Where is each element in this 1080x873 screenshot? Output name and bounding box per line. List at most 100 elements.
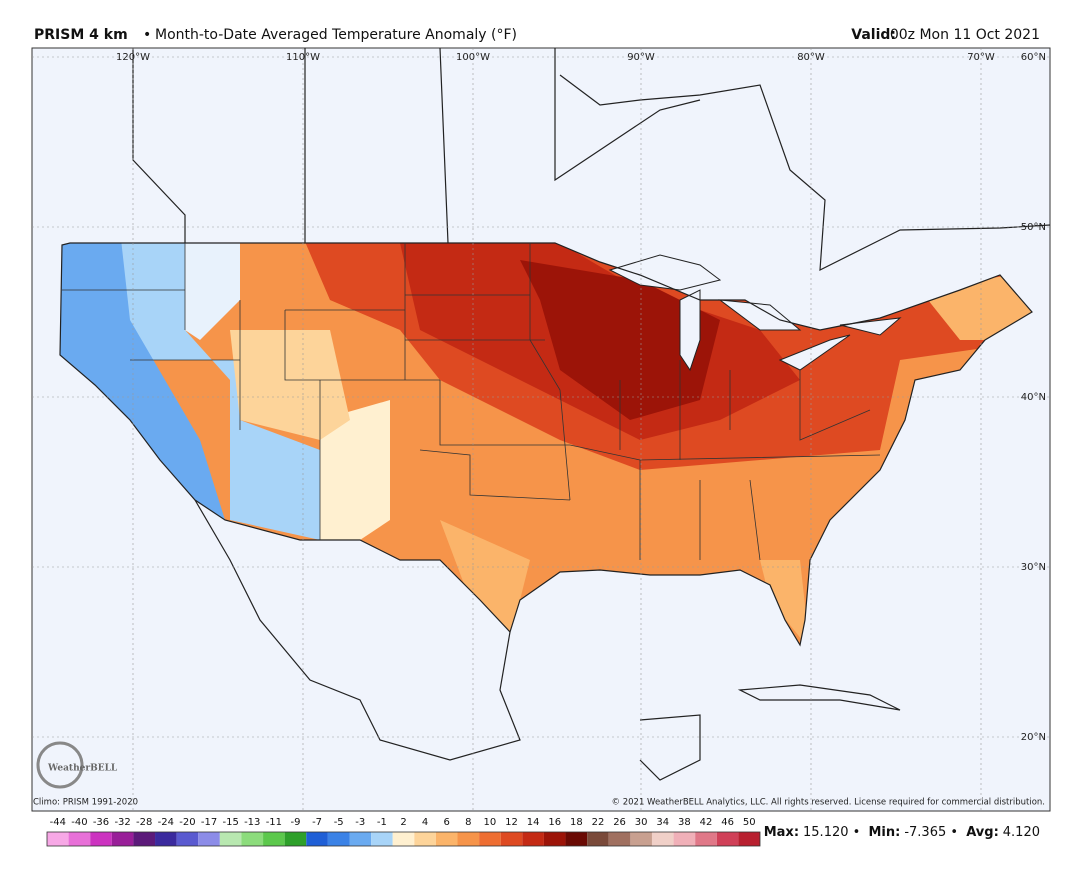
lake [608,254,722,291]
colorbar: -44 -40 -36 -32 -28 -24 -20 -17 -15 -13 -11 -9 -7 -5-… [46,817,761,847]
hudson-coast [559,74,1051,272]
color-swatch [695,832,717,846]
us-outline [59,242,1033,647]
colorbar-label: -11 [266,817,282,828]
stats-line: Max: 15.120 • Min: -7.365 • Avg: 4.120 [764,825,1040,840]
logo-swirl [36,741,84,789]
colorbar-label: 18 [570,817,583,828]
region [760,560,810,645]
color-swatch [176,832,199,846]
logo-text: WeatherBELL [47,764,118,774]
color-swatch [630,832,652,846]
colorbar-label: -20 [179,817,195,828]
title: Month-to-Date Averaged Temperature Anoma… [155,27,517,43]
copyright: © 2021 WeatherBELL Analytics, LLC. All r… [612,798,1045,808]
latitude-label: 60°N [1021,52,1046,63]
colorbar-label: -7 [312,817,322,828]
colorbar-label: -40 [71,817,87,828]
lake [718,299,802,331]
color-swatch [90,832,112,846]
colorbar-label: -36 [93,817,109,828]
color-swatch [327,832,350,846]
colorbar-label: -13 [244,817,260,828]
color-swatch [738,832,760,846]
latitude-label: 20°N [1021,732,1046,743]
region [440,520,530,640]
lake [679,289,701,372]
stat-label: Max: [764,825,799,840]
separator: • [143,27,151,43]
great-lakes [608,254,902,372]
color-swatch [414,832,436,846]
longitude-label: 80°W [797,52,825,63]
coordinate-labels: 120°W 110°W 100°W 90°W 80°W 70°W 60°N 50°N 40°N 3… [116,52,1046,743]
latitude-label: 40°N [1021,392,1046,403]
colorbar-label: -17 [201,817,217,828]
climo: Climo: PRISM 1991-2020 [33,798,138,808]
colorbar-label: 12 [505,817,518,828]
colorbar-label: 50 [743,817,756,828]
colorbar-label: -44 [50,817,66,828]
color-swatch [587,832,609,846]
color-swatch [349,832,372,846]
stat-value: 4.120 [1003,825,1040,840]
stat-value: -7.365 [904,825,946,840]
colorbar-label: 16 [548,817,561,828]
longitude-label: 100°W [456,52,490,63]
valid-time: 00z Mon 11 Oct 2021 [890,27,1040,43]
color-swatch [371,832,393,846]
region [185,243,240,340]
colorbar-label: 22 [592,817,605,828]
color-swatch [68,832,91,846]
color-swatch [306,832,328,846]
region [520,260,720,420]
color-swatch [651,832,674,846]
color-swatch [673,832,696,846]
color-swatch [392,832,415,846]
longitude-label: 120°W [116,52,150,63]
longitude-label: 70°W [967,52,995,63]
color-swatch [716,832,739,846]
colorbar-label: 14 [527,817,540,828]
valid-label: Valid: [851,27,896,43]
colorbar-label: 42 [700,817,713,828]
product: PRISM 4 km [34,27,128,43]
colorbar-label: 34 [656,817,669,828]
color-swatch [500,832,523,846]
longitude-label: 110°W [286,52,320,63]
color-swatch [284,832,307,846]
color-swatch [435,832,458,846]
color-swatch [219,832,242,846]
province-lines [304,47,701,244]
colorbar-label: -3 [355,817,365,828]
colorbar-label: 6 [444,817,450,828]
latitude-label: 50°N [1021,222,1046,233]
stat-label: Avg: [966,825,999,840]
color-swatch [241,832,264,846]
colorbar-label: 26 [613,817,626,828]
lake [839,317,902,336]
colorbar-label: -15 [222,817,238,828]
stat-value: 15.120 [803,825,849,840]
color-swatch [608,832,631,846]
color-swatch [565,832,588,846]
color-swatch [155,832,177,846]
color-swatch [111,832,134,846]
color-swatch [457,832,480,846]
colorbar-label: -24 [158,817,174,828]
colorbar-label: -32 [114,817,130,828]
color-swatch [479,832,501,846]
color-swatch [133,832,156,846]
longitude-label: 90°W [627,52,655,63]
mexico-coast [194,499,521,761]
colorbar-label: 30 [635,817,648,828]
boundaries [132,47,1051,781]
separator: • [853,825,861,840]
color-swatch [543,832,566,846]
colorbar-label: -28 [136,817,152,828]
colorbar-label: 46 [721,817,734,828]
colorbar-label: -9 [290,817,300,828]
graticule [32,48,1050,811]
logo: WeatherBELL [36,741,118,789]
